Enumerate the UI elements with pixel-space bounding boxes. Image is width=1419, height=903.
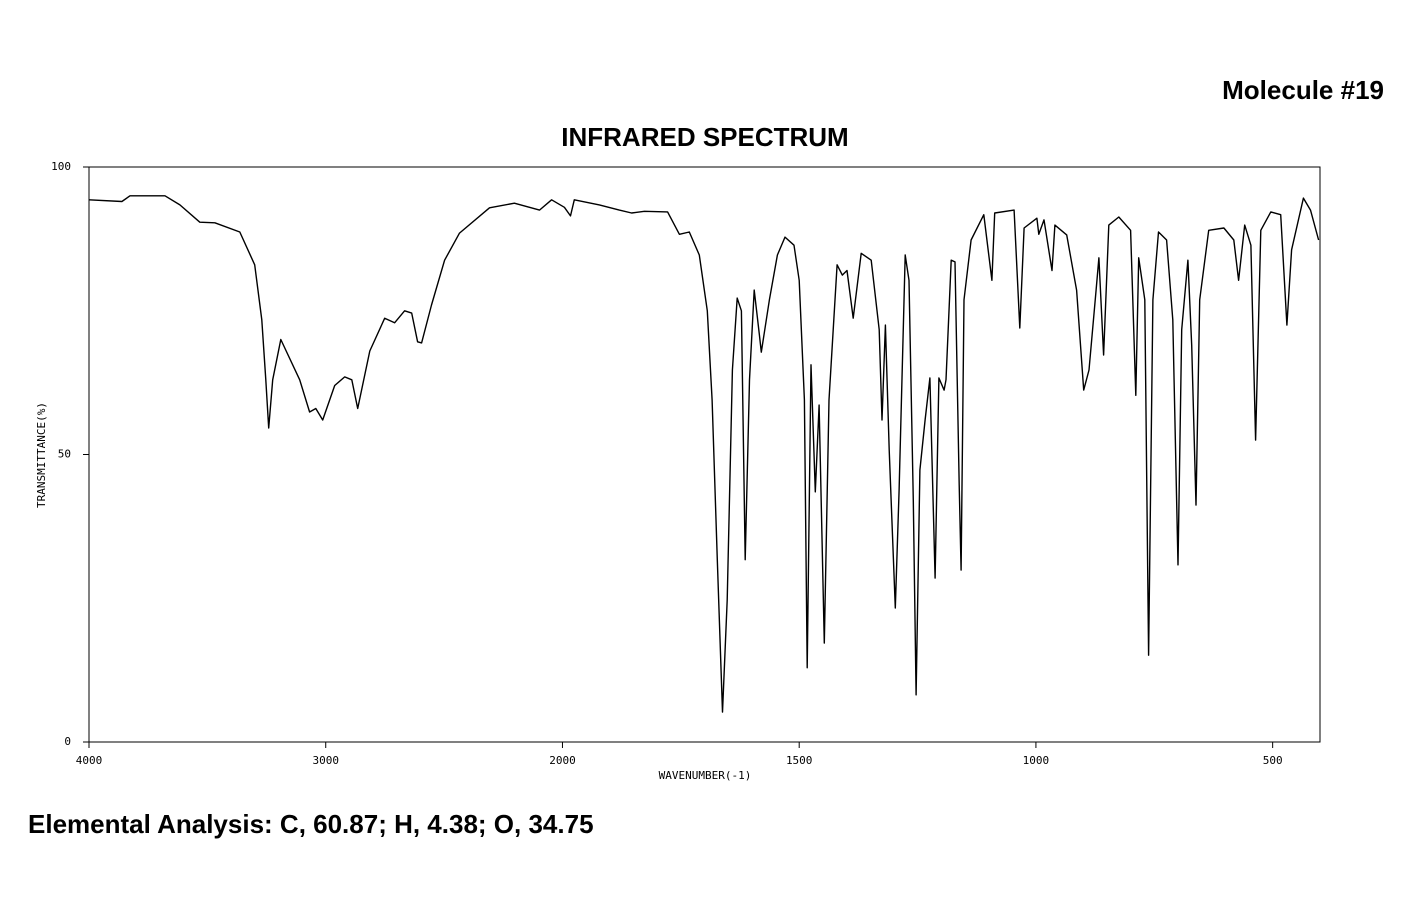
chart-title: INFRARED SPECTRUM [561,122,848,152]
spectrum-line [88,195,1320,713]
x-tick-label: 3000 [312,754,339,767]
x-tick-label: 1000 [1023,754,1050,767]
y-tick-label: 100 [51,160,71,173]
x-tick-label: 2000 [549,754,576,767]
molecule-label: Molecule #19 [1222,75,1384,105]
y-tick-label: 50 [58,448,71,461]
x-tick-label: 1500 [786,754,813,767]
plot-frame [88,166,1321,743]
y-tick-label: 0 [64,735,71,748]
x-tick-label: 4000 [76,754,103,767]
elemental-analysis: Elemental Analysis: C, 60.87; H, 4.38; O… [28,809,594,839]
x-axis-label: WAVENUMBER(-1) [659,769,752,782]
y-axis-label: TRANSMITTANCE(%) [35,402,48,508]
x-tick-label: 500 [1263,754,1283,767]
